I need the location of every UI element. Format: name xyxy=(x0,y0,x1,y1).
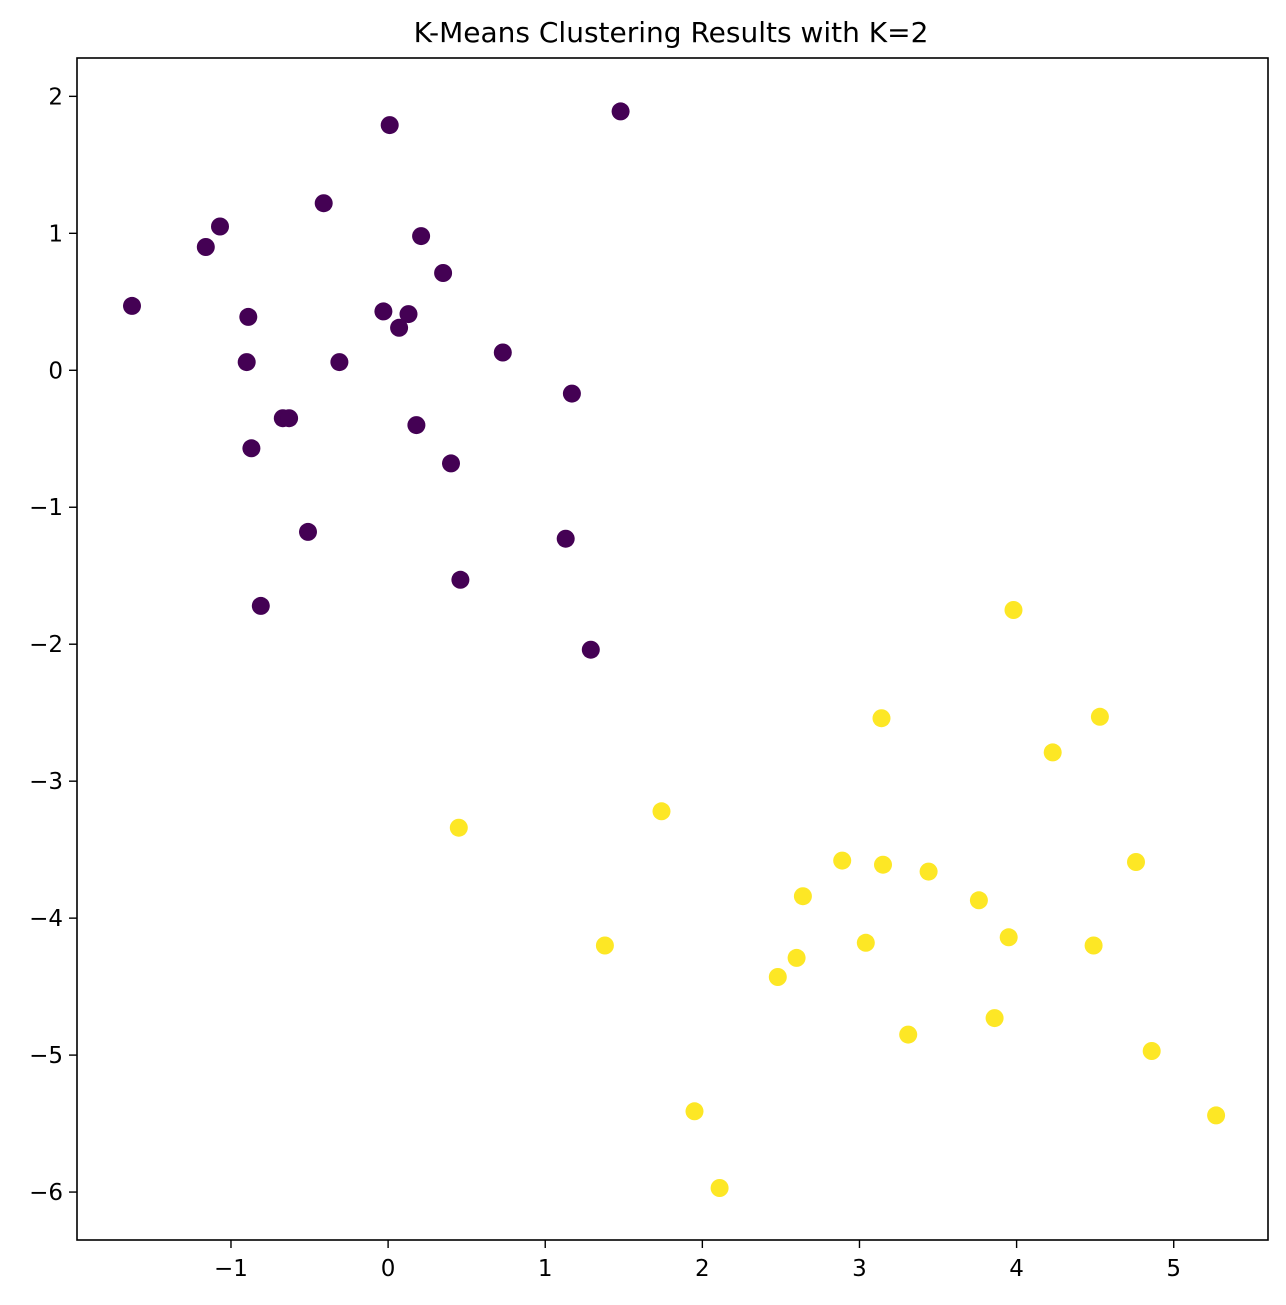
data-point-cluster-0-22 xyxy=(556,529,575,548)
data-point-cluster-1-17 xyxy=(768,968,787,986)
data-point-cluster-0-8 xyxy=(239,307,258,326)
data-point-cluster-0-24 xyxy=(251,596,270,615)
x-tick-label: 5 xyxy=(1166,1256,1181,1282)
data-point-cluster-1-10 xyxy=(793,887,812,906)
data-point-cluster-0-4 xyxy=(196,238,215,256)
data-point-cluster-1-11 xyxy=(969,891,988,910)
data-point-cluster-0-9 xyxy=(374,302,393,321)
chart-title: K-Means Clustering Results with K=2 xyxy=(414,16,929,49)
points-layer xyxy=(123,102,1226,1197)
data-point-cluster-1-4 xyxy=(652,802,671,821)
data-point-cluster-0-25 xyxy=(581,640,600,659)
data-point-cluster-0-12 xyxy=(493,343,512,362)
x-tick-label: 1 xyxy=(538,1256,553,1282)
data-point-cluster-1-20 xyxy=(1142,1042,1161,1060)
data-point-cluster-1-19 xyxy=(985,1009,1004,1028)
data-point-cluster-0-5 xyxy=(412,227,431,246)
data-point-cluster-1-22 xyxy=(1207,1106,1226,1125)
data-point-cluster-1-15 xyxy=(1084,936,1103,955)
data-point-cluster-0-11 xyxy=(390,318,409,337)
y-tick-label: −5 xyxy=(29,1043,63,1069)
data-point-cluster-0-13 xyxy=(237,353,256,372)
x-tick-label: 3 xyxy=(852,1256,867,1282)
data-point-cluster-1-23 xyxy=(710,1179,729,1197)
data-point-cluster-1-3 xyxy=(1043,743,1062,762)
data-point-cluster-0-0 xyxy=(611,102,630,121)
y-tick-label: −4 xyxy=(29,906,63,932)
x-tick-label: −1 xyxy=(214,1256,248,1282)
data-point-cluster-1-13 xyxy=(856,933,875,952)
data-point-cluster-1-0 xyxy=(1004,601,1023,619)
y-axis: 2 1 0 −1 −2 −3 −4 −5 −6 xyxy=(29,84,77,1206)
data-point-cluster-0-3 xyxy=(211,217,229,236)
x-tick-label: 0 xyxy=(381,1256,396,1282)
data-point-cluster-0-2 xyxy=(314,194,333,213)
data-point-cluster-0-15 xyxy=(562,384,581,403)
y-tick-label: 0 xyxy=(48,358,63,384)
data-point-cluster-1-2 xyxy=(1090,707,1109,726)
data-point-cluster-0-1 xyxy=(380,116,399,135)
y-tick-label: −3 xyxy=(29,769,63,795)
data-point-cluster-1-1 xyxy=(872,709,891,728)
data-point-cluster-1-6 xyxy=(833,851,852,870)
x-tick-label: 2 xyxy=(695,1256,710,1282)
data-point-cluster-1-8 xyxy=(919,862,938,881)
data-point-cluster-1-21 xyxy=(685,1102,704,1121)
data-point-cluster-0-17 xyxy=(280,409,299,428)
data-point-cluster-1-14 xyxy=(595,936,614,955)
data-point-cluster-1-16 xyxy=(787,948,806,967)
data-point-cluster-0-14 xyxy=(330,353,349,372)
y-tick-label: 1 xyxy=(48,221,63,247)
data-point-cluster-0-19 xyxy=(242,439,261,458)
data-point-cluster-0-23 xyxy=(451,570,470,589)
data-point-cluster-0-18 xyxy=(407,416,426,435)
data-point-cluster-0-20 xyxy=(442,454,460,473)
data-point-cluster-0-21 xyxy=(299,522,317,541)
data-point-cluster-0-10 xyxy=(399,305,418,324)
y-tick-label: −2 xyxy=(29,632,63,658)
data-point-cluster-1-18 xyxy=(899,1025,918,1044)
data-point-cluster-1-7 xyxy=(874,855,892,874)
data-point-cluster-1-9 xyxy=(1127,853,1145,871)
plot-area-frame xyxy=(76,57,1269,1241)
x-axis: −1 0 1 2 3 4 5 xyxy=(214,1240,1181,1282)
data-point-cluster-0-6 xyxy=(434,264,453,282)
data-point-cluster-1-12 xyxy=(999,928,1018,947)
y-tick-label: −1 xyxy=(29,495,63,521)
x-tick-label: 4 xyxy=(1009,1256,1024,1282)
data-point-cluster-0-7 xyxy=(123,296,141,315)
y-tick-label: −6 xyxy=(29,1180,63,1206)
y-tick-label: 2 xyxy=(48,84,63,110)
data-point-cluster-1-5 xyxy=(449,818,468,837)
